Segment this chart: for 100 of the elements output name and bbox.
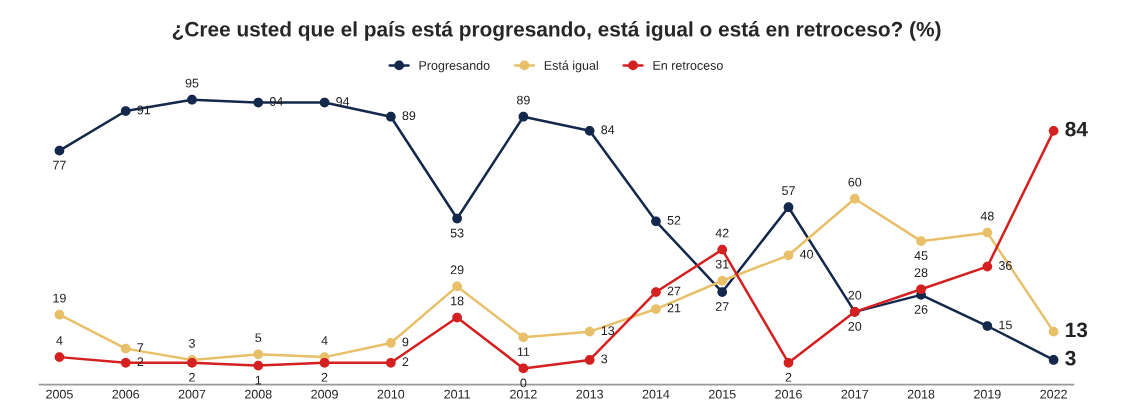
x-tick-label: 2022: [1040, 389, 1067, 399]
data-label: 3: [188, 338, 195, 348]
point: [982, 261, 993, 272]
data-label: 48: [980, 211, 994, 221]
point: [518, 363, 529, 374]
point: [253, 360, 264, 371]
point: [717, 275, 728, 286]
data-label: 89: [516, 95, 530, 105]
point: [452, 312, 462, 323]
point: [1048, 326, 1059, 337]
data-label: 40: [799, 249, 814, 259]
data-label: 26: [914, 304, 928, 314]
data-label: 57: [782, 186, 795, 196]
point: [253, 97, 264, 108]
x-tick-label: 2005: [46, 389, 73, 399]
data-label: 2: [785, 372, 792, 382]
point: [651, 287, 661, 297]
data-label: 27: [715, 302, 729, 311]
data-label: 27: [667, 286, 681, 296]
point: [54, 309, 65, 320]
data-label: 7: [137, 343, 144, 352]
data-label: 31: [715, 259, 729, 269]
data-label: 84: [1065, 121, 1088, 137]
data-label: 95: [185, 78, 199, 88]
x-tick-label: 2016: [775, 389, 802, 399]
point: [54, 145, 65, 156]
legend-label: En retroceso: [653, 61, 723, 70]
point: [849, 193, 860, 204]
data-label: 11: [517, 347, 530, 357]
x-tick-label: 2012: [510, 389, 537, 399]
x-tick-label: 2006: [112, 389, 140, 399]
data-label: 13: [1066, 322, 1088, 338]
data-label: 19: [53, 293, 66, 303]
x-tick-label: 2014: [642, 389, 670, 399]
data-label: 5: [255, 333, 262, 343]
point: [916, 284, 926, 295]
x-tick-label: 2017: [841, 389, 869, 399]
data-label: 84: [601, 125, 615, 135]
data-label: 77: [53, 160, 66, 170]
point: [385, 338, 396, 348]
point: [452, 213, 462, 224]
point: [651, 304, 661, 314]
data-label: 13: [601, 326, 615, 336]
data-label: 60: [848, 177, 862, 187]
point: [385, 111, 396, 122]
data-label: 3: [601, 354, 608, 364]
data-label: 0: [520, 378, 527, 388]
point: [916, 236, 926, 247]
point: [783, 202, 794, 213]
data-label: 2: [189, 372, 195, 382]
chart-title: ¿Cree usted que el país está progresando, está igual o está en retroceso? (%): [172, 21, 941, 41]
data-label: 53: [450, 228, 464, 238]
point: [584, 355, 595, 365]
data-label: 1: [255, 375, 262, 385]
data-label: 52: [667, 215, 681, 225]
data-label: 2: [402, 357, 409, 367]
point: [120, 357, 131, 368]
point: [518, 332, 529, 343]
point: [54, 352, 65, 362]
data-label: 94: [336, 97, 350, 106]
x-tick-label: 2007: [178, 389, 206, 399]
point: [1048, 355, 1059, 365]
point: [452, 281, 462, 292]
point: [651, 216, 661, 227]
data-label: 4: [56, 336, 63, 345]
data-label: 2: [321, 372, 328, 382]
point: [518, 111, 529, 122]
point: [982, 321, 993, 331]
data-label: 89: [402, 111, 416, 121]
point: [319, 97, 330, 108]
x-tick-label: 2009: [311, 389, 338, 399]
point: [120, 343, 131, 354]
data-label: 20: [848, 321, 862, 331]
point: [717, 244, 728, 255]
point: [187, 94, 197, 105]
point: [253, 349, 264, 360]
point: [385, 357, 396, 368]
point: [120, 106, 131, 116]
point: [717, 287, 728, 297]
legend-label: Progresando: [419, 60, 490, 73]
point: [584, 326, 595, 337]
data-label: 3: [1065, 350, 1076, 366]
data-label: 15: [999, 320, 1012, 330]
data-label: 21: [667, 303, 681, 313]
x-tick-label: 2018: [907, 389, 935, 399]
point: [783, 250, 794, 261]
data-label: 42: [715, 228, 729, 238]
point: [584, 125, 595, 136]
x-tick-label: 2011: [444, 389, 470, 399]
data-label: 29: [450, 265, 464, 275]
legend-label: Está igual: [544, 60, 598, 73]
data-label: 20: [848, 290, 862, 300]
point: [319, 357, 330, 368]
point: [1048, 125, 1059, 136]
x-tick-label: 2013: [576, 389, 604, 399]
data-label: 9: [402, 337, 409, 347]
point: [783, 357, 794, 368]
x-tick-label: 2015: [708, 389, 736, 399]
data-label: 4: [321, 336, 328, 345]
data-label: 45: [914, 251, 928, 261]
